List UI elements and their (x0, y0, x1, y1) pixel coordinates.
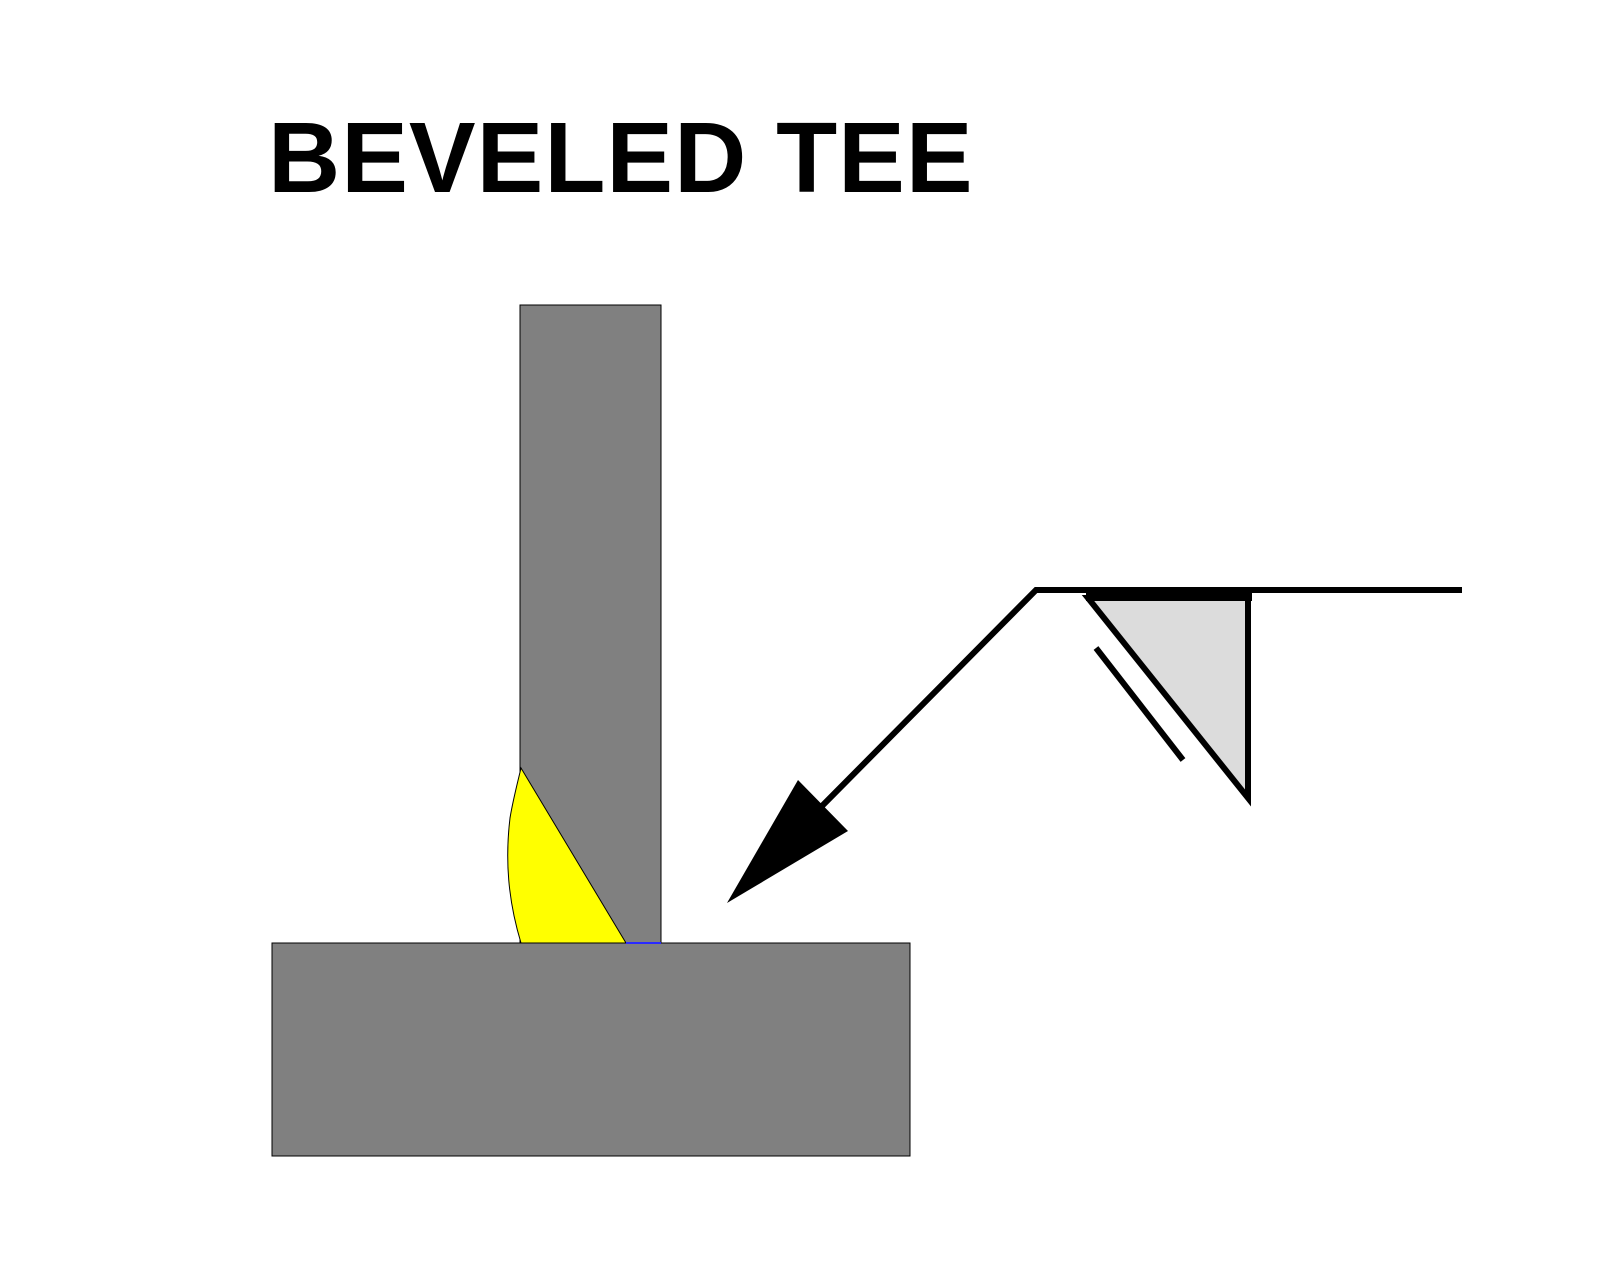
arrowhead-icon (727, 780, 848, 903)
weld-symbol-triangle (1081, 595, 1251, 807)
weld-symbol-leader-line (819, 587, 1462, 809)
diagram-title: BEVELED TEE (268, 102, 974, 214)
bevel-groove-weld-symbol-icon (1081, 591, 1252, 807)
base-plate (271, 942, 911, 1157)
weld-bead (507, 766, 627, 944)
weld-symbol-parallel-stroke (1093, 646, 1186, 762)
